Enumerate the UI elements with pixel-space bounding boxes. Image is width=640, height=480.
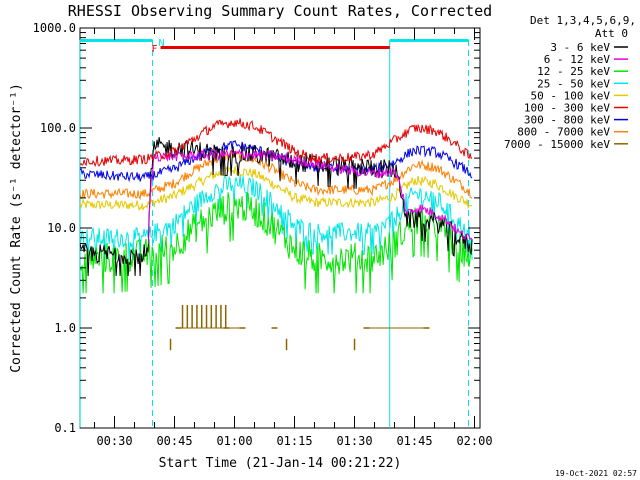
series-line	[79, 165, 473, 212]
series-3-6keV	[79, 137, 473, 277]
night-bar	[389, 39, 469, 42]
series-6-12keV	[148, 148, 473, 245]
y-tick-label: 1000.0	[33, 21, 76, 35]
x-tick-label: 01:15	[276, 434, 312, 448]
chart-title: RHESSI Observing Summary Count Rates, Co…	[68, 2, 492, 20]
x-tick-label: 00:45	[156, 434, 192, 448]
x-axis-label: Start Time (21-Jan-14 00:21:22)	[159, 456, 402, 471]
legend-label: 300 - 800 keV	[524, 114, 610, 127]
legend-label: 25 - 50 keV	[537, 77, 610, 90]
y-tick-label: 1.0	[54, 321, 76, 335]
legend-label: 3 - 6 keV	[550, 41, 610, 54]
series-line	[79, 149, 473, 201]
x-tick-label: 00:30	[96, 434, 132, 448]
night-bar-label: N	[159, 38, 165, 49]
legend-label: 7000 - 15000 keV	[504, 138, 610, 151]
series-line	[79, 118, 473, 168]
y-tick-label: 10.0	[47, 221, 76, 235]
legend-header-line-1: Det 1,3,4,5,6,9,	[530, 14, 636, 27]
axes-layer: 1000.0 100.0 10.0 1.0 0.1 00:30 00:45 01:00 01:1…	[33, 21, 493, 448]
series-800-7000keV	[79, 149, 473, 201]
series-line	[79, 137, 473, 277]
flare-bar-label: F	[152, 44, 158, 55]
series-layer	[79, 118, 473, 351]
series-line	[79, 139, 473, 183]
flare-bar	[160, 46, 390, 49]
legend-label: 100 - 300 keV	[524, 102, 610, 115]
series-300-800keV	[79, 139, 473, 183]
legend-header-line-2: Att 0	[595, 27, 628, 40]
series-50-100keV	[79, 165, 473, 212]
series-100-300keV	[79, 118, 473, 168]
timestamp: 19-Oct-2021 02:57	[555, 469, 637, 478]
annotations-layer: NF	[79, 38, 470, 428]
x-tick-label: 01:45	[396, 434, 432, 448]
night-bar	[80, 39, 153, 42]
x-tick-label: 02:00	[456, 434, 492, 448]
legend-label: 50 - 100 keV	[531, 89, 611, 102]
series-7000-15000keV	[169, 304, 430, 351]
legend-label: 6 - 12 keV	[544, 53, 611, 66]
legend-label: 800 - 7000 keV	[517, 126, 610, 139]
y-tick-label: 0.1	[54, 421, 76, 435]
legend-label: 12 - 25 keV	[537, 65, 610, 78]
x-tick-label: 01:00	[216, 434, 252, 448]
x-tick-label: 01:30	[336, 434, 372, 448]
y-axis-label: Corrected Count Rate (s⁻¹ detector⁻¹)	[9, 83, 24, 373]
series-line	[148, 148, 473, 245]
y-tick-label: 100.0	[40, 121, 76, 135]
